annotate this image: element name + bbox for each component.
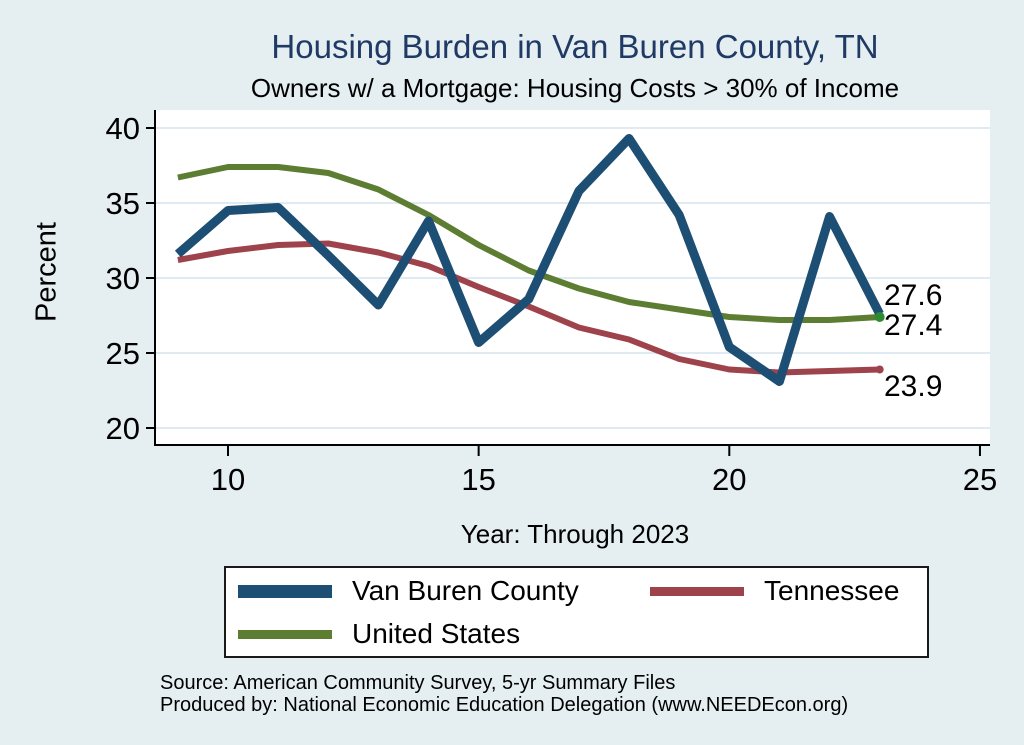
series-line-united-states [177, 164, 880, 323]
legend-swatch-van-buren-county [238, 584, 332, 598]
x-tick-label-15: 15 [461, 462, 495, 497]
legend-box: Van Buren County Tennessee United States [224, 566, 929, 658]
y-tick-label-30: 30 [106, 261, 140, 296]
y-tick-label-20: 20 [106, 411, 140, 446]
source-line-1: Source: American Community Survey, 5-yr … [160, 672, 676, 694]
x-axis-title: Year: Through 2023 [460, 519, 690, 549]
legend-item-tennessee: Tennessee [650, 569, 899, 613]
legend-swatch-tennessee [650, 586, 744, 596]
y-tick-label-40: 40 [106, 111, 140, 146]
series-line-van-buren-county [174, 134, 884, 386]
source-line-2: Produced by: National Economic Education… [160, 694, 849, 716]
source-note: Source: American Community Survey, 5-yr … [160, 672, 848, 716]
x-tick-label-10: 10 [211, 462, 245, 497]
y-tick-label-35: 35 [106, 186, 140, 221]
end-marker-tennessee [875, 365, 884, 374]
legend-item-van-buren-county: Van Buren County [238, 569, 579, 613]
chart-title: Housing Burden in Van Buren County, TN [271, 28, 879, 65]
end-label-van-buren-county: 27.6 [884, 279, 943, 312]
legend-label-united-states: United States [352, 618, 521, 649]
end-label-united-states: 27.4 [884, 309, 943, 342]
legend-item-united-states: United States [238, 612, 520, 656]
legend-swatch-united-states [238, 629, 332, 639]
y-tick-label-25: 25 [106, 336, 140, 371]
chart-subtitle: Owners w/ a Mortgage: Housing Costs > 30… [250, 73, 900, 103]
end-label-tennessee: 23.9 [884, 370, 943, 403]
end-marker-united-states [874, 312, 885, 322]
legend-label-van-buren-county: Van Buren County [352, 575, 579, 606]
legend-label-tennessee: Tennessee [764, 575, 900, 606]
x-tick-label-20: 20 [712, 462, 746, 497]
x-tick-label-25: 25 [963, 462, 997, 497]
